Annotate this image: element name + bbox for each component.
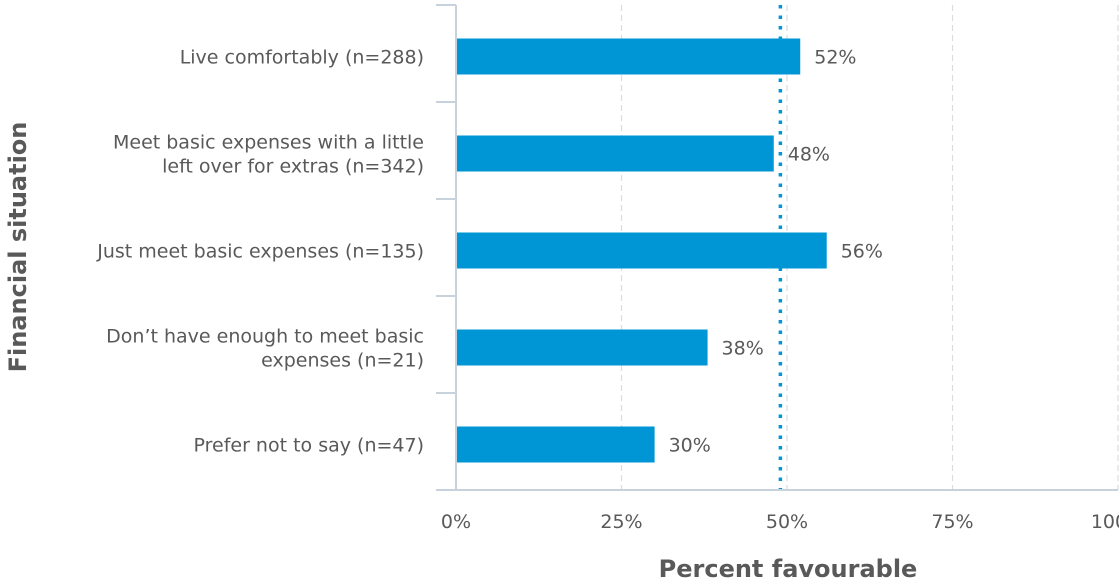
bar — [457, 329, 708, 366]
bar — [457, 135, 774, 172]
category-label: Prefer not to say (n=47) — [194, 435, 425, 457]
x-tick-label: 50% — [766, 511, 808, 533]
bars — [457, 38, 827, 463]
x-tick-label: 75% — [931, 511, 973, 533]
data-label: 38% — [722, 338, 764, 360]
category-label: Don’t have enough to meet basic expenses … — [106, 326, 424, 372]
axes — [436, 4, 1118, 491]
data-label: 56% — [841, 241, 883, 263]
category-labels: Live comfortably (n=288) Meet basic expen… — [96, 47, 424, 457]
data-label: 48% — [788, 144, 830, 166]
data-labels: 52% 48% 56% 38% 30% — [669, 47, 883, 457]
data-label: 52% — [814, 47, 856, 69]
x-tick-label: 25% — [600, 511, 642, 533]
data-label: 30% — [669, 435, 711, 457]
bar — [457, 38, 801, 75]
bar — [457, 426, 655, 463]
y-axis-title: Financial situation — [4, 122, 32, 373]
category-label: Live comfortably (n=288) — [180, 47, 424, 69]
x-tick-labels: 0% 25% 50% 75% 100% — [441, 511, 1119, 533]
x-axis-title: Percent favourable — [659, 555, 918, 582]
category-label: Meet basic expenses with a little left ov… — [113, 132, 424, 178]
bar — [457, 232, 827, 269]
category-label: Just meet basic expenses (n=135) — [96, 241, 424, 263]
x-tick-label: 100% — [1091, 511, 1119, 533]
x-tick-label: 0% — [441, 511, 471, 533]
